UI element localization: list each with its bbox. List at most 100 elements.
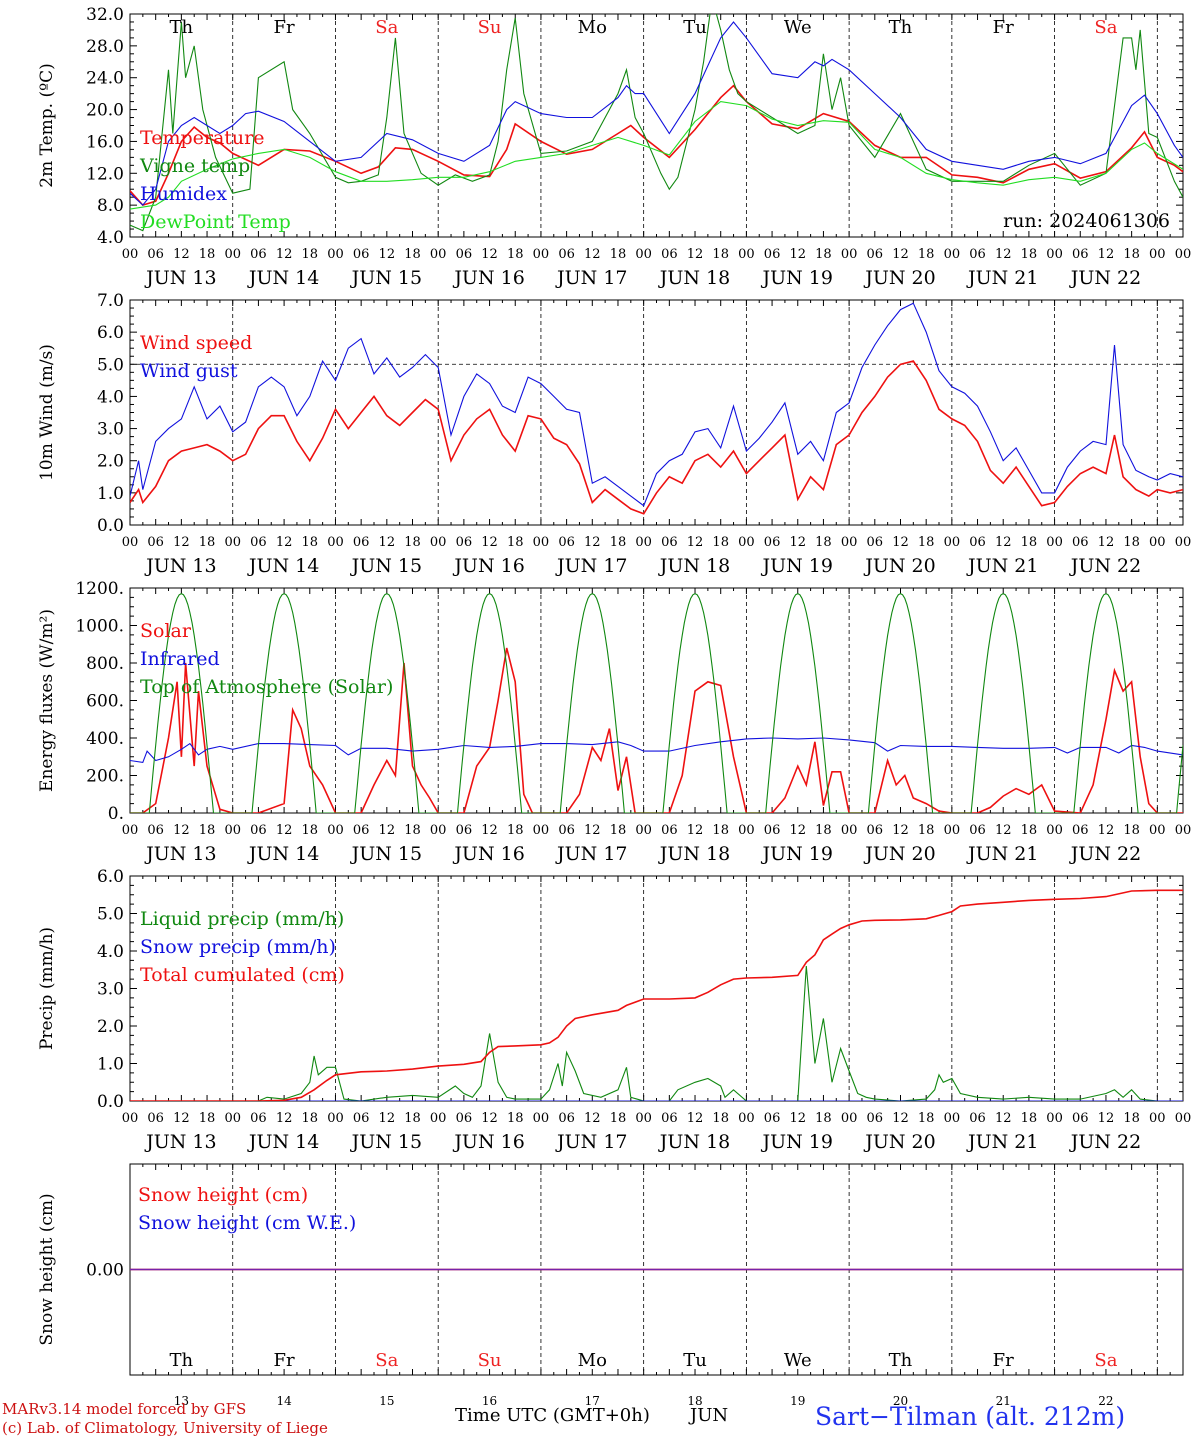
y-tick-label: 3.0 bbox=[97, 420, 124, 440]
day-date-label: JUN 14 bbox=[247, 843, 319, 865]
hour-tick-label: 00 bbox=[533, 535, 550, 550]
hour-tick-label: 12 bbox=[276, 535, 293, 550]
hour-tick-label: 00 bbox=[1046, 535, 1063, 550]
hour-tick-label: 00 bbox=[635, 1111, 652, 1126]
y-tick-label: 28.0 bbox=[86, 37, 124, 57]
day-date-label: JUN 21 bbox=[966, 267, 1038, 289]
legend-entry: Snow precip (mm/h) bbox=[140, 936, 336, 958]
hour-tick-label: 06 bbox=[969, 823, 986, 838]
hour-tick-label: 00 bbox=[224, 247, 241, 262]
hour-tick-label: 18 bbox=[199, 247, 216, 262]
hour-tick-label: 00 bbox=[122, 823, 139, 838]
hour-tick-label: 12 bbox=[687, 1111, 704, 1126]
day-date-label: JUN 14 bbox=[247, 267, 319, 289]
legend-entry: Temperature bbox=[140, 127, 264, 149]
hour-tick-label: 18 bbox=[1021, 535, 1038, 550]
y-tick-label: 0.0 bbox=[97, 1092, 124, 1112]
hour-tick-label: 00 bbox=[122, 1111, 139, 1126]
hour-tick-label: 18 bbox=[404, 247, 421, 262]
hour-tick-label: 06 bbox=[353, 1111, 370, 1126]
panel-4 bbox=[129, 875, 1184, 1102]
hour-tick-label: 12 bbox=[173, 247, 190, 262]
y-tick-label: 0.0 bbox=[97, 516, 124, 536]
hour-tick-label: 12 bbox=[584, 823, 601, 838]
hour-tick-label: 12 bbox=[276, 1111, 293, 1126]
y-tick-label: 6.0 bbox=[97, 867, 124, 887]
hour-tick-label: 00 bbox=[430, 247, 447, 262]
day-date-label: JUN 16 bbox=[452, 1131, 524, 1153]
hour-tick-label: 18 bbox=[302, 823, 319, 838]
day-abbr-label: Sa bbox=[1094, 17, 1117, 38]
hour-tick-label: 00 bbox=[738, 535, 755, 550]
hour-tick-label: 00 bbox=[738, 823, 755, 838]
hour-tick-label: 00 bbox=[533, 1111, 550, 1126]
day-abbr-label: Mo bbox=[578, 1350, 607, 1371]
hour-tick-label: 06 bbox=[764, 247, 781, 262]
day-abbr-label: Su bbox=[478, 1350, 502, 1371]
day-date-label: JUN 17 bbox=[555, 267, 627, 289]
plot-frame bbox=[129, 13, 1184, 238]
hour-tick-label: 00 bbox=[1046, 247, 1063, 262]
day-date-label: JUN 15 bbox=[350, 843, 422, 865]
y-tick-label: 4.0 bbox=[97, 387, 124, 407]
hour-tick-label: 18 bbox=[610, 823, 627, 838]
hour-tick-label: 00 bbox=[841, 1111, 858, 1126]
day-date-label: JUN 19 bbox=[761, 555, 833, 577]
day-date-label: JUN 21 bbox=[966, 1131, 1038, 1153]
panel-5 bbox=[129, 1163, 1184, 1376]
hour-tick-label: 18 bbox=[610, 535, 627, 550]
hour-tick-label: 18 bbox=[404, 823, 421, 838]
hour-tick-label: 06 bbox=[456, 535, 473, 550]
hour-tick-label: 12 bbox=[789, 247, 806, 262]
hour-tick-label: 18 bbox=[302, 247, 319, 262]
hour-tick-label: 18 bbox=[1123, 535, 1140, 550]
hour-tick-label: 00 bbox=[635, 823, 652, 838]
y-axis-label: Precip (mm/h) bbox=[37, 927, 57, 1050]
day-date-label: JUN 22 bbox=[1069, 1131, 1141, 1153]
hour-tick-label: 06 bbox=[661, 535, 678, 550]
y-tick-label: 1.0 bbox=[97, 484, 124, 504]
legend-entry: Snow height (cm W.E.) bbox=[138, 1212, 356, 1234]
hour-tick-label: 00 bbox=[1175, 823, 1192, 838]
y-tick-label: 1200. bbox=[75, 579, 124, 599]
hour-tick-label: 06 bbox=[969, 1111, 986, 1126]
hour-tick-label: 18 bbox=[302, 535, 319, 550]
hour-tick-label: 18 bbox=[1123, 247, 1140, 262]
hour-tick-label: 18 bbox=[507, 823, 524, 838]
hour-tick-label: 00 bbox=[738, 247, 755, 262]
hour-tick-label: 06 bbox=[969, 535, 986, 550]
credit-line-2: (c) Lab. of Climatology, University of L… bbox=[2, 1419, 328, 1437]
series-line-total-cumulated-cm- bbox=[130, 889, 1183, 1101]
hour-tick-label: 06 bbox=[558, 1111, 575, 1126]
hour-tick-label: 00 bbox=[122, 535, 139, 550]
day-number-label: 19 bbox=[790, 1394, 805, 1408]
hour-tick-label: 06 bbox=[1072, 823, 1089, 838]
hour-tick-label: 12 bbox=[687, 247, 704, 262]
y-axis-label: Energy fluxes (W/m²) bbox=[37, 609, 57, 792]
hour-tick-label: 00 bbox=[224, 535, 241, 550]
hour-tick-label: 00 bbox=[224, 1111, 241, 1126]
day-number-label: 16 bbox=[482, 1394, 497, 1408]
day-date-label: JUN 18 bbox=[658, 1131, 730, 1153]
day-date-label: JUN 17 bbox=[555, 843, 627, 865]
hour-tick-label: 00 bbox=[635, 247, 652, 262]
legend-entry: Infrared bbox=[140, 648, 220, 670]
hour-tick-label: 00 bbox=[1149, 247, 1166, 262]
y-tick-label: 3.0 bbox=[97, 980, 124, 1000]
hour-tick-label: 12 bbox=[789, 823, 806, 838]
day-number-label: 13 bbox=[174, 1394, 189, 1408]
hour-tick-label: 00 bbox=[1175, 1111, 1192, 1126]
hour-tick-label: 06 bbox=[250, 247, 267, 262]
day-abbr-label: Mo bbox=[578, 17, 607, 38]
hour-tick-label: 12 bbox=[481, 1111, 498, 1126]
day-abbr-label: We bbox=[784, 17, 812, 38]
hour-tick-label: 12 bbox=[276, 823, 293, 838]
legend-entry: Wind gust bbox=[140, 360, 238, 382]
hour-tick-label: 18 bbox=[507, 1111, 524, 1126]
hour-tick-label: 06 bbox=[353, 247, 370, 262]
series-line-dewpoint-temp bbox=[130, 101, 1183, 210]
y-tick-label: 2.0 bbox=[97, 1017, 124, 1037]
hour-tick-label: 12 bbox=[892, 1111, 909, 1126]
hour-tick-label: 18 bbox=[199, 823, 216, 838]
day-date-label: JUN 13 bbox=[144, 1131, 216, 1153]
